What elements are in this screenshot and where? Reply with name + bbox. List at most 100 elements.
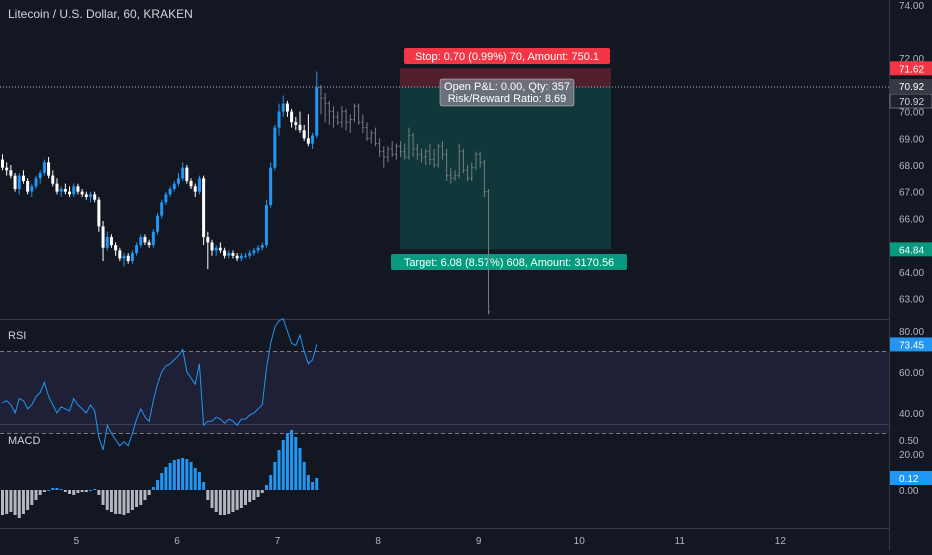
rsi-title: RSI — [8, 330, 26, 342]
macd-bar — [315, 478, 318, 490]
candle-body — [252, 250, 255, 253]
candle-body — [143, 237, 146, 242]
candle — [185, 165, 188, 184]
candle-body — [55, 184, 58, 192]
macd-bar — [135, 490, 138, 507]
candle-body — [307, 138, 310, 143]
macd-bar — [219, 490, 222, 515]
macd-bar — [236, 490, 239, 510]
rsi-tick-label: 80.00 — [899, 327, 924, 338]
macd-bar — [160, 473, 163, 490]
candle-body — [311, 136, 314, 144]
candle — [198, 176, 201, 195]
candle-body — [303, 130, 306, 138]
macd-tick-label: 0.50 — [899, 436, 919, 447]
candle-body — [43, 162, 46, 173]
candle-body — [35, 178, 38, 186]
time-tick-label: 6 — [174, 536, 180, 547]
macd-bar — [118, 490, 121, 514]
candle-body — [181, 168, 184, 179]
candle-body — [261, 245, 264, 248]
rsi-tick-label: 40.00 — [899, 409, 924, 420]
time-tick-label: 10 — [574, 536, 586, 547]
macd-bar — [177, 459, 180, 490]
macd-bar — [30, 490, 33, 505]
candle-body — [47, 162, 50, 175]
candle-body — [9, 170, 12, 175]
candle-body — [131, 253, 134, 261]
macd-bar — [55, 488, 58, 490]
target-zone[interactable] — [400, 87, 611, 249]
candle-body — [97, 200, 100, 227]
macd-bar — [248, 490, 251, 502]
macd-value-marker: 0.12 — [899, 474, 919, 485]
candle-body — [169, 189, 172, 194]
macd-bar — [152, 487, 155, 490]
candle-body — [114, 245, 117, 250]
time-tick-label: 8 — [375, 536, 381, 547]
macd-bar — [81, 490, 84, 492]
candle-body — [76, 186, 79, 191]
candle-body — [68, 192, 71, 195]
candle-body — [278, 112, 281, 128]
macd-bar — [26, 490, 29, 510]
macd-bar — [18, 490, 21, 518]
candle-body — [139, 237, 142, 245]
rsi-band — [0, 352, 889, 434]
candle-body — [160, 202, 163, 215]
time-tick-label: 5 — [74, 536, 80, 547]
target-price-marker: 64.84 — [899, 245, 924, 256]
macd-bar — [43, 490, 46, 492]
candle-body — [148, 242, 151, 245]
macd-bar — [89, 490, 92, 491]
time-tick-label: 11 — [675, 536, 686, 547]
price-tick-label: 68.00 — [899, 161, 924, 172]
candle-body — [93, 194, 96, 199]
stop-price-marker: 71.62 — [899, 64, 924, 75]
candle-body — [315, 88, 318, 136]
candle-body — [1, 160, 4, 168]
risk-reward-label: Risk/Reward Ratio: 8.69 — [448, 93, 567, 105]
price-tick-label: 74.00 — [899, 1, 924, 12]
candle-body — [173, 184, 176, 189]
time-tick-label: 12 — [775, 536, 787, 547]
candle-body — [269, 168, 272, 205]
macd-bar — [5, 490, 8, 514]
candle-body — [240, 256, 243, 259]
macd-bar — [194, 468, 197, 490]
macd-bar — [244, 490, 247, 505]
candle-body — [102, 226, 105, 247]
candle-body — [211, 242, 214, 250]
candle — [202, 176, 205, 245]
macd-bar — [76, 490, 79, 493]
macd-bar — [164, 467, 167, 490]
candle-body — [282, 104, 285, 112]
macd-bar — [14, 490, 17, 515]
candle-body — [244, 256, 247, 257]
candle-body — [135, 245, 138, 253]
stop-label: Stop: 0.70 (0.99%) 70, Amount: 750.1 — [415, 51, 599, 63]
macd-bar — [261, 490, 264, 493]
time-tick-label: 7 — [275, 536, 281, 547]
macd-bar — [60, 489, 63, 490]
macd-bar — [231, 490, 234, 512]
macd-bar — [181, 458, 184, 490]
macd-bar — [286, 433, 289, 490]
macd-bar — [47, 490, 50, 491]
price-tick-label: 70.00 — [899, 108, 924, 119]
macd-bar — [227, 490, 230, 514]
candle-body — [26, 181, 29, 192]
macd-bar — [22, 490, 25, 514]
candle-body — [89, 194, 92, 197]
macd-bar — [185, 459, 188, 490]
macd-bar — [1, 490, 4, 515]
candle-body — [206, 237, 209, 242]
macd-bar — [298, 448, 301, 490]
macd-bar — [139, 490, 142, 505]
candle-body — [231, 253, 234, 256]
macd-bar — [143, 490, 146, 500]
macd-bar — [294, 437, 297, 490]
candle-body — [30, 186, 33, 191]
crosshair-price-marker: 70.92 — [899, 82, 924, 93]
